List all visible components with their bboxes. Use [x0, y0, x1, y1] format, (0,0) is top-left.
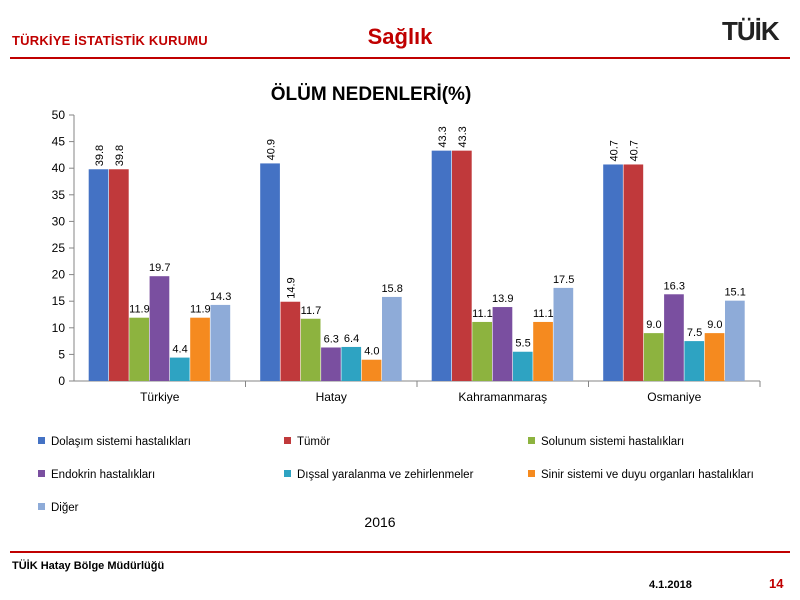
- header-divider: [10, 57, 790, 59]
- data-label: 40.7: [608, 140, 620, 161]
- bar: [684, 341, 705, 381]
- data-label: 11.1: [533, 308, 554, 320]
- y-tick-label: 30: [52, 214, 66, 228]
- data-label: 11.9: [190, 304, 211, 316]
- y-tick-label: 20: [52, 268, 66, 282]
- legend-swatch: [38, 503, 45, 510]
- bar: [321, 347, 341, 381]
- data-label: 39.8: [114, 145, 126, 166]
- legend-swatch: [528, 470, 535, 477]
- legend-swatch: [38, 470, 45, 477]
- y-tick-label: 40: [52, 161, 66, 175]
- organization-name: TÜRKİYE İSTATİSTİK KURUMU: [12, 33, 208, 48]
- bar: [643, 333, 664, 381]
- legend-swatch: [284, 437, 291, 444]
- bar: [431, 150, 452, 381]
- data-label: 9.0: [646, 319, 661, 331]
- bar: [492, 307, 513, 381]
- bar: [603, 164, 623, 381]
- footer-organization: TÜİK Hatay Bölge Müdürlüğü: [12, 560, 165, 572]
- bar: [553, 287, 574, 381]
- bar: [341, 346, 362, 381]
- bar: [280, 301, 301, 381]
- bar: [452, 150, 472, 381]
- legend-label: Sinir sistemi ve duyu organları hastalık…: [541, 469, 754, 481]
- bar: [623, 164, 644, 381]
- chart-title: ÖLÜM NEDENLERİ(%): [271, 84, 472, 105]
- bar: [472, 321, 492, 381]
- data-label: 16.3: [664, 280, 685, 292]
- page-number: 14: [769, 576, 784, 591]
- legend-swatch: [38, 437, 45, 444]
- data-label: 40.7: [629, 140, 641, 161]
- legend-label: Dışsal yaralanma ve zehirlenmeler: [297, 469, 474, 481]
- legend-label: Dolaşım sistemi hastalıkları: [51, 436, 191, 448]
- legend-label: Tümör: [297, 436, 330, 448]
- data-label: 6.4: [344, 333, 359, 345]
- data-label: 40.9: [265, 139, 277, 160]
- legend-label: Diğer: [51, 502, 79, 514]
- x-category-label: Türkiye: [140, 390, 180, 404]
- y-tick-label: 25: [52, 241, 66, 255]
- bar: [88, 169, 109, 381]
- bar: [664, 294, 684, 381]
- data-label: 11.7: [301, 305, 322, 317]
- data-label: 4.4: [172, 344, 187, 356]
- bar: [149, 276, 170, 381]
- bar: [109, 169, 129, 381]
- bar: [260, 163, 280, 381]
- data-label: 11.1: [472, 308, 493, 320]
- legend-swatch: [284, 470, 291, 477]
- data-label: 5.5: [515, 338, 530, 350]
- data-label: 9.0: [707, 319, 722, 331]
- data-label: 13.9: [492, 293, 513, 305]
- x-category-label: Kahramanmaraş: [458, 390, 547, 404]
- legend-label: Solunum sistemi hastalıkları: [541, 436, 684, 448]
- data-label: 11.9: [129, 304, 150, 316]
- data-label: 17.5: [553, 274, 574, 286]
- bar: [210, 304, 231, 381]
- bar: [300, 318, 321, 381]
- y-tick-label: 15: [52, 294, 66, 308]
- bar: [382, 296, 402, 381]
- bar: [512, 351, 533, 381]
- bar: [704, 333, 725, 381]
- bar: [129, 317, 149, 381]
- data-label: 14.9: [286, 277, 298, 298]
- data-label: 15.8: [381, 283, 402, 295]
- bar: [361, 359, 382, 381]
- data-label: 43.3: [437, 126, 449, 147]
- data-label: 43.3: [457, 126, 469, 147]
- bar: [725, 300, 745, 381]
- bar: [190, 317, 210, 381]
- legend-label: Endokrin hastalıkları: [51, 469, 155, 481]
- footer-divider: [10, 551, 790, 553]
- y-tick-label: 35: [52, 188, 66, 202]
- tuik-logo: TÜİK: [722, 16, 780, 46]
- data-label: 7.5: [687, 327, 702, 339]
- y-tick-label: 50: [52, 108, 66, 122]
- data-label: 39.8: [94, 145, 106, 166]
- page-title: Sağlık: [367, 24, 433, 49]
- y-tick-label: 10: [52, 321, 66, 335]
- data-label: 6.3: [324, 333, 339, 345]
- data-label: 19.7: [149, 262, 170, 274]
- data-label: 14.3: [210, 291, 231, 303]
- data-label: 15.1: [724, 287, 745, 299]
- bar: [169, 357, 190, 381]
- y-tick-label: 5: [58, 347, 65, 361]
- y-tick-label: 45: [52, 135, 66, 149]
- chart-subtitle: 2016: [364, 514, 395, 530]
- legend-swatch: [528, 437, 535, 444]
- bar: [533, 321, 553, 381]
- footer-date: 4.1.2018: [649, 579, 692, 591]
- data-label: 4.0: [364, 346, 379, 358]
- x-category-label: Osmaniye: [647, 390, 701, 404]
- x-category-label: Hatay: [316, 390, 347, 404]
- y-tick-label: 0: [58, 374, 65, 388]
